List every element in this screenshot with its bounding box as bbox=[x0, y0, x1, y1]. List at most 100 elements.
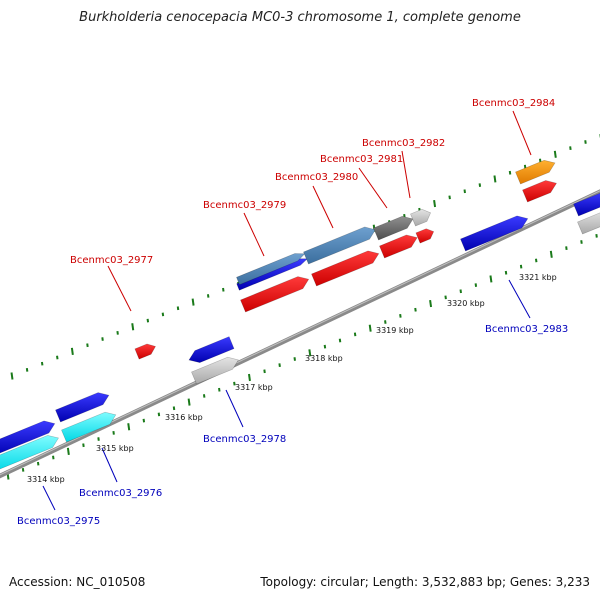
gene-red-2984b-feature bbox=[522, 180, 557, 203]
leader-2980 bbox=[312, 185, 334, 229]
scale-label-3314: 3314 kbp bbox=[27, 475, 65, 484]
accession-text: Accession: NC_010508 bbox=[9, 575, 146, 589]
minor-tick bbox=[172, 406, 176, 411]
minor-tick bbox=[40, 361, 44, 366]
scale-label-3317: 3317 kbp bbox=[235, 383, 273, 392]
minor-tick bbox=[538, 158, 542, 163]
minor-tick bbox=[444, 295, 447, 300]
gene-label-bcenmc03-2979: Bcenmc03_2979 bbox=[203, 200, 286, 211]
minor-tick bbox=[463, 189, 466, 194]
minor-tick bbox=[157, 412, 161, 417]
minor-tick bbox=[580, 240, 583, 244]
minor-tick bbox=[21, 467, 25, 472]
major-tick bbox=[308, 349, 312, 357]
minor-tick bbox=[176, 306, 180, 311]
minor-tick bbox=[584, 140, 587, 144]
minor-tick bbox=[508, 170, 512, 175]
scale-label-3316: 3316 kbp bbox=[165, 413, 203, 422]
gene-blue-edge-feature bbox=[573, 192, 600, 217]
minor-tick bbox=[323, 344, 327, 349]
minor-tick bbox=[414, 307, 417, 312]
minor-tick bbox=[353, 332, 357, 337]
gene-features bbox=[0, 159, 600, 470]
minor-tick bbox=[218, 387, 221, 392]
gene-red-2981b-feature bbox=[379, 234, 418, 259]
major-tick bbox=[10, 372, 14, 380]
gene-bcenmc03-2980-feature bbox=[303, 226, 376, 265]
minor-tick bbox=[384, 320, 387, 324]
leader-2977 bbox=[107, 265, 132, 312]
gene-label-bcenmc03-2976: Bcenmc03_2976 bbox=[79, 488, 162, 499]
leader-2984 bbox=[512, 110, 532, 156]
major-tick bbox=[66, 447, 70, 455]
minor-tick bbox=[206, 294, 210, 298]
gene-cyan-a-feature bbox=[0, 435, 59, 470]
major-tick bbox=[493, 175, 497, 183]
gene-red-2980b-feature bbox=[311, 250, 380, 287]
leader-2983 bbox=[508, 279, 531, 319]
backbone-highlight bbox=[0, 190, 600, 476]
major-tick bbox=[70, 347, 74, 355]
major-tick bbox=[549, 250, 553, 258]
minor-tick bbox=[569, 146, 572, 151]
leader-2981 bbox=[358, 167, 388, 209]
gene-red-2979b-feature bbox=[240, 276, 310, 313]
gene-cyan-b-feature bbox=[61, 411, 117, 443]
gene-bcenmc03-2976-feature bbox=[55, 392, 110, 423]
minor-tick bbox=[504, 270, 508, 275]
major-tick bbox=[187, 398, 191, 406]
minor-tick bbox=[263, 369, 266, 374]
minor-tick bbox=[202, 394, 206, 398]
major-tick bbox=[368, 324, 372, 332]
minor-tick bbox=[459, 289, 462, 294]
scale-label-3319: 3319 kbp bbox=[376, 326, 414, 335]
gene-label-bcenmc03-2984: Bcenmc03_2984 bbox=[472, 98, 555, 109]
minor-tick bbox=[278, 363, 281, 368]
map-labels: Bcenmc03_2977 Bcenmc03_2979 Bcenmc03_2980 B… bbox=[17, 98, 568, 527]
leader-2979 bbox=[243, 212, 265, 257]
gene-bcenmc03-2975-feature bbox=[0, 420, 56, 454]
minor-tick bbox=[222, 287, 225, 292]
gene-bcenmc03-2978-feature bbox=[188, 336, 235, 363]
gene-steel-2979-feature bbox=[236, 253, 306, 286]
gene-label-bcenmc03-2978: Bcenmc03_2978 bbox=[203, 434, 286, 445]
leader-2978 bbox=[225, 389, 244, 428]
leader-2982 bbox=[401, 150, 411, 199]
major-tick bbox=[131, 323, 135, 331]
minor-tick bbox=[523, 164, 527, 169]
major-tick bbox=[489, 275, 493, 283]
minor-tick bbox=[116, 331, 119, 335]
minor-tick bbox=[565, 246, 568, 251]
bottom-scale-dots bbox=[6, 233, 598, 480]
minor-tick bbox=[338, 338, 342, 343]
minor-tick bbox=[474, 283, 478, 287]
leader-2975 bbox=[42, 485, 56, 511]
major-tick bbox=[553, 150, 557, 158]
minor-tick bbox=[146, 318, 150, 323]
minor-tick bbox=[233, 381, 236, 386]
gene-label-bcenmc03-2981: Bcenmc03_2981 bbox=[320, 154, 403, 165]
minor-tick bbox=[112, 431, 115, 435]
minor-tick bbox=[25, 367, 29, 372]
major-tick bbox=[127, 423, 131, 431]
gene-gray-2978b-feature bbox=[191, 356, 239, 385]
minor-tick bbox=[478, 183, 482, 187]
minor-tick bbox=[86, 343, 89, 348]
minor-tick bbox=[534, 258, 538, 263]
leader-2976 bbox=[101, 447, 118, 483]
gene-label-bcenmc03-2980: Bcenmc03_2980 bbox=[275, 172, 358, 183]
gene-bcenmc03-2984-feature bbox=[515, 159, 556, 185]
minor-tick bbox=[56, 355, 59, 360]
minor-tick bbox=[142, 418, 146, 423]
gene-bcenmc03-2982-feature bbox=[410, 208, 431, 227]
major-tick bbox=[433, 199, 437, 208]
scale-label-3321: 3321 kbp bbox=[519, 273, 557, 282]
gene-bcenmc03-2977-feature bbox=[134, 343, 156, 360]
scale-label-3318: 3318 kbp bbox=[305, 354, 343, 363]
gene-label-bcenmc03-2975: Bcenmc03_2975 bbox=[17, 516, 100, 527]
gene-gray-edge-feature bbox=[577, 212, 600, 235]
major-tick bbox=[248, 373, 251, 382]
scale-label-3315: 3315 kbp bbox=[96, 444, 134, 453]
scale-label-3320: 3320 kbp bbox=[447, 299, 485, 308]
